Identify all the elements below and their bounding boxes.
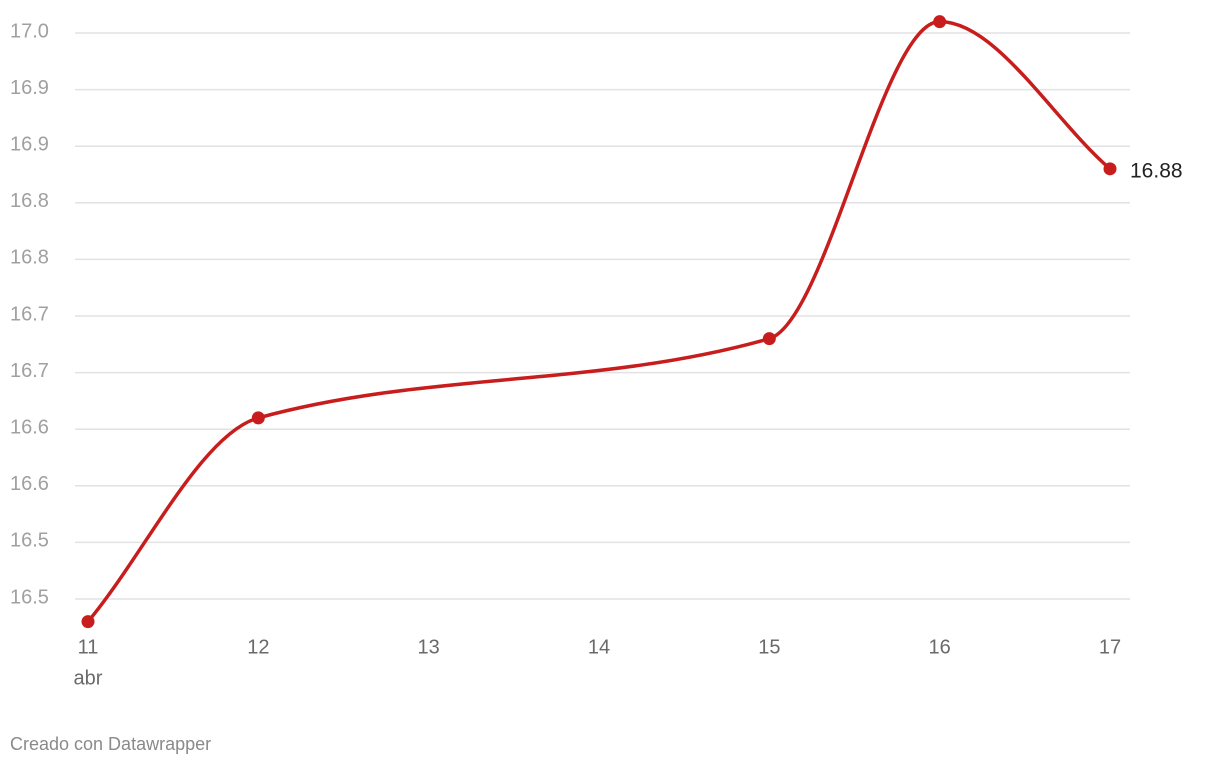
y-tick-label: 16.9 xyxy=(10,77,49,99)
x-tick-label: 14 xyxy=(588,636,610,658)
x-tick-label: 11 xyxy=(78,636,99,658)
y-tick-label: 16.9 xyxy=(10,133,49,155)
y-tick-label: 16.6 xyxy=(10,416,49,438)
y-tick-label: 16.6 xyxy=(10,473,49,495)
y-tick-label: 16.7 xyxy=(10,303,49,325)
point xyxy=(1103,162,1117,176)
x-tick-label: 16 xyxy=(929,636,951,658)
y-tick-label: 16.5 xyxy=(10,530,49,552)
line xyxy=(86,19,1112,623)
y-tick-label: 16.7 xyxy=(10,360,49,382)
value-label: 16.88 xyxy=(1130,159,1183,182)
x-tick-label: 13 xyxy=(418,636,440,658)
x-tick-label: 12 xyxy=(247,636,269,658)
y-tick-label: 16.8 xyxy=(10,190,49,212)
y-tick-label: 16.8 xyxy=(10,247,49,269)
footer: Creado con Datawrapper xyxy=(10,734,211,754)
y-tick-label: 17.0 xyxy=(10,20,49,42)
point xyxy=(762,332,776,346)
point xyxy=(251,411,265,425)
x-tick-label: 15 xyxy=(758,636,780,658)
x-tick-label: 17 xyxy=(1099,636,1121,658)
y-tick-label: 16.5 xyxy=(10,586,49,608)
point xyxy=(81,615,95,629)
x-axis-note: abr xyxy=(74,667,103,689)
point xyxy=(933,15,947,29)
